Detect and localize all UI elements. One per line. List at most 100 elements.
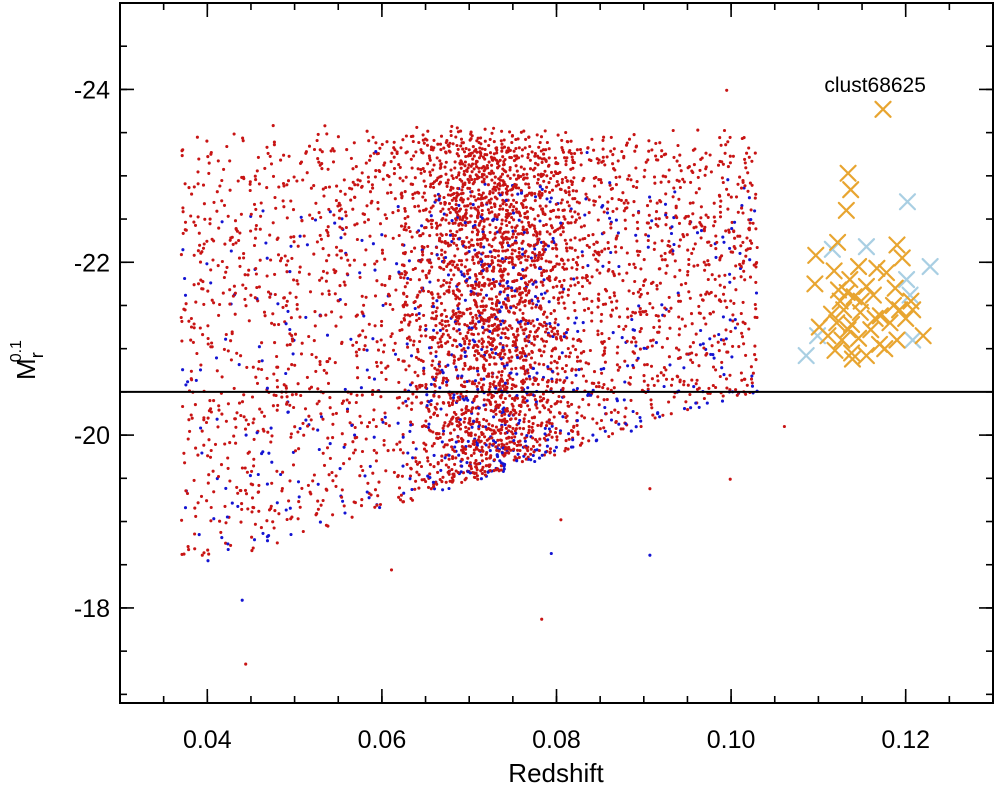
data-point: [523, 254, 527, 258]
data-point: [488, 362, 492, 367]
data-point: [232, 434, 236, 438]
data-point: [207, 552, 211, 556]
data-point: [288, 270, 292, 274]
data-point: [459, 137, 464, 141]
data-point: [485, 164, 489, 168]
data-point: [326, 225, 330, 229]
data-point: [659, 254, 663, 258]
data-point: [450, 479, 454, 483]
data-point: [380, 418, 384, 422]
data-point: [353, 425, 357, 430]
data-point: [324, 313, 328, 317]
data-point: [200, 429, 204, 433]
data-point: [480, 471, 484, 476]
data-point: [206, 416, 210, 420]
data-point: [736, 182, 740, 186]
data-point: [559, 335, 563, 339]
data-point: [359, 464, 363, 468]
data-point: [482, 177, 486, 181]
data-point: [629, 398, 633, 402]
data-point: [435, 224, 440, 228]
data-point: [512, 173, 516, 177]
data-point: [184, 302, 188, 306]
data-point: [519, 366, 523, 370]
data-point: [321, 451, 325, 455]
data-point: [562, 215, 566, 219]
data-point: [386, 191, 390, 195]
data-point: [456, 147, 460, 151]
data-point: [545, 197, 549, 201]
data-point: [687, 262, 691, 267]
data-point: [377, 480, 381, 484]
data-point: [271, 124, 275, 128]
data-point: [466, 272, 470, 276]
data-point: [722, 338, 726, 342]
data-point: [343, 442, 347, 447]
data-point: [407, 364, 411, 368]
data-point: [575, 386, 579, 391]
data-point: [691, 201, 695, 205]
data-point: [407, 259, 411, 263]
data-point: [699, 236, 703, 240]
data-point: [642, 346, 646, 350]
data-point: [680, 317, 684, 321]
data-point: [439, 148, 443, 152]
data-point: [452, 361, 456, 365]
data-point: [531, 382, 535, 386]
data-point: [492, 356, 496, 360]
data-point: [488, 151, 493, 155]
data-point: [472, 448, 476, 452]
data-point: [367, 180, 371, 184]
data-point: [276, 403, 280, 407]
data-point: [512, 438, 516, 443]
data-point: [192, 322, 196, 326]
data-point: [386, 449, 390, 453]
data-point: [271, 312, 275, 316]
data-point: [195, 351, 199, 356]
data-point: [532, 324, 536, 328]
data-point: [712, 356, 716, 360]
data-point: [319, 314, 323, 318]
data-point: [252, 464, 256, 468]
data-point: [229, 358, 233, 362]
data-point: [403, 216, 407, 220]
data-point: [743, 161, 747, 165]
data-point: [405, 150, 409, 154]
data-point: [507, 220, 511, 225]
data-point: [743, 184, 747, 188]
data-point: [600, 332, 604, 336]
data-point: [275, 354, 279, 359]
data-point: [569, 238, 573, 242]
data-point: [509, 306, 513, 310]
data-point: [427, 346, 432, 350]
data-point: [533, 154, 537, 158]
data-point: [584, 192, 588, 196]
data-point: [541, 283, 545, 287]
data-point: [319, 215, 323, 219]
data-point: [500, 245, 504, 249]
data-point: [565, 179, 569, 183]
data-point: [456, 435, 460, 439]
data-point: [355, 393, 359, 397]
data-point: [489, 428, 493, 432]
data-point: [241, 283, 245, 287]
data-point: [502, 454, 506, 458]
data-point: [551, 208, 555, 212]
data-point: [537, 456, 542, 460]
data-point: [203, 217, 207, 221]
data-point: [250, 535, 254, 539]
data-point: [539, 174, 543, 178]
data-point: [587, 233, 591, 238]
data-point: [462, 150, 467, 154]
data-point: [284, 304, 288, 308]
data-point: [494, 188, 498, 192]
data-point: [490, 244, 494, 248]
data-point: [450, 437, 454, 442]
data-point: [518, 448, 522, 453]
data-point: [180, 319, 184, 323]
data-point: [252, 506, 256, 510]
data-point: [339, 315, 343, 319]
data-point: [531, 422, 535, 426]
data-point: [489, 205, 493, 210]
data-point: [478, 146, 482, 150]
